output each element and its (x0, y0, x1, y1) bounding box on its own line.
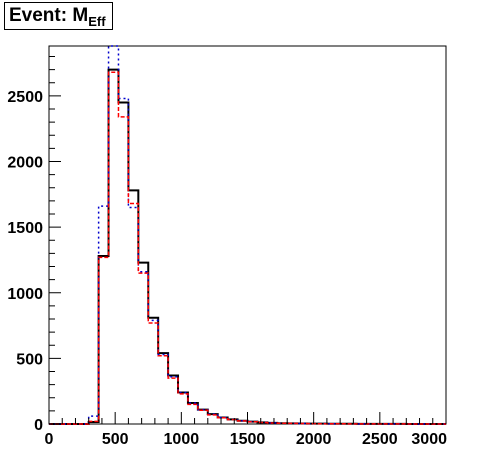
x-tick-label: 1000 (164, 431, 200, 448)
series-layer (49, 45, 446, 425)
y-axis: 0 500 1000 1500 2000 2500 (7, 56, 61, 434)
y-tick-label: 0 (34, 417, 43, 434)
y-tick-label: 1500 (7, 220, 43, 237)
x-tick-label: 2500 (362, 431, 398, 448)
x-tick-label: 3000 (411, 431, 447, 448)
chart-title-subscript: Eff (88, 14, 106, 29)
y-tick-label: 2000 (7, 155, 43, 172)
y-tick-label: 1000 (7, 286, 43, 303)
chart-title: Event: MEff (4, 2, 113, 30)
series-line-3 (49, 71, 446, 425)
x-tick-label: 500 (102, 431, 129, 448)
y-tick-label: 500 (16, 351, 43, 368)
chart-title-text: Event: M (9, 5, 89, 26)
y-tick-label: 2500 (7, 89, 43, 106)
x-tick-label: 1500 (230, 431, 266, 448)
x-tick-label: 0 (45, 431, 54, 448)
x-axis: 0 500 1000 1500 2000 2500 3000 (45, 412, 447, 448)
x-tick-label: 2000 (296, 431, 332, 448)
